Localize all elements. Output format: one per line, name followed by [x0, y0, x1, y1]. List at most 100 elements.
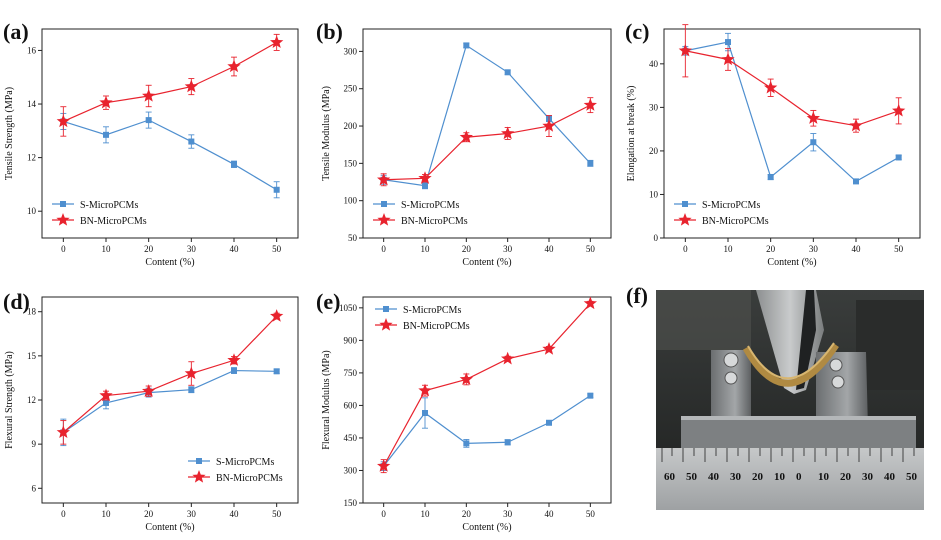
x-tick-label: 30	[809, 244, 819, 254]
x-tick-label: 0	[61, 244, 66, 254]
x-axis-label: Content (%)	[462, 257, 511, 268]
y-tick-label: 300	[344, 46, 358, 56]
ruler-number: 50	[686, 471, 698, 483]
data-point	[587, 392, 594, 399]
ruler-number: 30	[862, 471, 874, 483]
x-tick-label: 20	[462, 509, 472, 519]
panel-label-d: (d)	[3, 289, 30, 314]
series-s-micropcms	[60, 111, 280, 199]
panel-label-e: (e)	[316, 289, 340, 314]
x-tick-label: 0	[381, 509, 386, 519]
y-tick-label: 30	[649, 102, 659, 112]
data-point	[227, 59, 241, 73]
x-tick-label: 20	[462, 244, 472, 254]
legend-marker	[192, 470, 206, 483]
legend-marker	[678, 213, 692, 226]
ruler-number: 40	[708, 471, 720, 483]
y-tick-label: 0	[654, 233, 659, 243]
series-bn-micropcms	[377, 97, 597, 187]
legend-label: S-MicroPCMs	[702, 200, 760, 211]
legend-label: S-MicroPCMs	[216, 457, 274, 468]
data-point	[459, 130, 473, 143]
series-line	[685, 50, 899, 127]
x-tick-label: 50	[586, 509, 596, 519]
photo-illustration: 60 50 40 30 20 10 0 10 20 30 40 50	[656, 290, 924, 510]
x-tick-label: 40	[545, 509, 555, 519]
ruler-number: 10	[818, 471, 830, 483]
data-point	[188, 386, 195, 393]
series-line	[62, 369, 277, 433]
series-line	[383, 395, 591, 467]
data-point	[504, 439, 511, 446]
y-tick-label: 50	[348, 233, 358, 243]
x-tick-label: 10	[102, 509, 112, 519]
x-tick-label: 10	[421, 509, 431, 519]
data-point	[721, 52, 735, 66]
y-tick-label: 15	[27, 351, 37, 361]
series-s-micropcms	[380, 392, 594, 471]
y-tick-label: 150	[344, 158, 358, 168]
data-point	[422, 410, 428, 417]
data-point	[542, 119, 556, 132]
legend: S-MicroPCMs BN-MicroPCMs	[52, 200, 147, 227]
x-axis-label: Content (%)	[145, 522, 194, 533]
data-point	[810, 139, 817, 146]
y-tick-label: 16	[27, 45, 37, 55]
y-tick-label: 20	[649, 146, 659, 156]
data-point	[231, 161, 237, 168]
legend: S-MicroPCMs BN-MicroPCMs	[375, 305, 470, 332]
data-point	[422, 182, 428, 189]
ruler-number: 0	[796, 471, 802, 483]
data-point	[188, 138, 195, 145]
plot-frame	[41, 28, 299, 239]
x-tick-label: 10	[724, 244, 734, 254]
x-axis-label: Content (%)	[767, 257, 816, 268]
y-tick-label: 1050	[339, 303, 358, 313]
y-axis-label: Flexural Modulus (MPa)	[321, 350, 332, 449]
series-line	[383, 303, 591, 467]
data-point	[270, 35, 284, 49]
chart-d: (d) 0 10 20 30 40 50 6 9 12 15 18 Content (%) Flexura…	[3, 289, 299, 533]
y-tick-label: 900	[344, 335, 358, 345]
legend-label: BN-MicroPCMs	[702, 216, 769, 227]
x-tick-label: 50	[272, 244, 282, 254]
panel-label-f: (f)	[626, 283, 648, 308]
data-point	[892, 103, 906, 117]
y-tick-label: 12	[27, 153, 36, 163]
legend-marker	[682, 201, 688, 207]
data-point	[273, 186, 280, 193]
data-point	[542, 342, 556, 355]
data-point	[99, 388, 113, 402]
data-point	[501, 126, 515, 140]
y-axis-label: Flexural Strength (MPa)	[4, 351, 15, 449]
y-tick-label: 40	[649, 59, 659, 69]
x-tick-label: 20	[766, 244, 776, 254]
data-point	[103, 131, 109, 138]
data-point	[463, 42, 470, 49]
y-tick-label: 250	[344, 84, 358, 94]
ruler-labels: 60 50 40 30 20 10 0 10 20 30 40 50	[664, 471, 918, 483]
series-s-micropcms	[380, 42, 594, 190]
legend-label: BN-MicroPCMs	[401, 216, 468, 227]
legend-label: S-MicroPCMs	[401, 200, 459, 211]
panel-label-b: (b)	[316, 19, 343, 44]
data-point	[583, 98, 597, 111]
y-tick-label: 150	[344, 498, 358, 508]
x-tick-label: 50	[894, 244, 904, 254]
y-tick-label: 12	[27, 395, 36, 405]
x-tick-label: 50	[586, 244, 596, 254]
legend: S-MicroPCMs BN-MicroPCMs	[373, 200, 468, 227]
data-point	[231, 367, 237, 374]
data-point	[377, 459, 391, 472]
y-axis-label: Tensile Modulus (MPa)	[321, 86, 332, 181]
legend-label: BN-MicroPCMs	[80, 216, 147, 227]
panel-label-a: (a)	[3, 19, 29, 44]
series-s-micropcms	[60, 367, 280, 447]
x-tick-label: 30	[503, 509, 513, 519]
series-bn-micropcms	[56, 33, 284, 137]
legend-label: S-MicroPCMs	[80, 200, 138, 211]
y-tick-label: 14	[27, 99, 37, 109]
legend-marker	[56, 213, 70, 226]
data-point	[418, 383, 432, 397]
x-axis-label: Content (%)	[462, 522, 511, 533]
